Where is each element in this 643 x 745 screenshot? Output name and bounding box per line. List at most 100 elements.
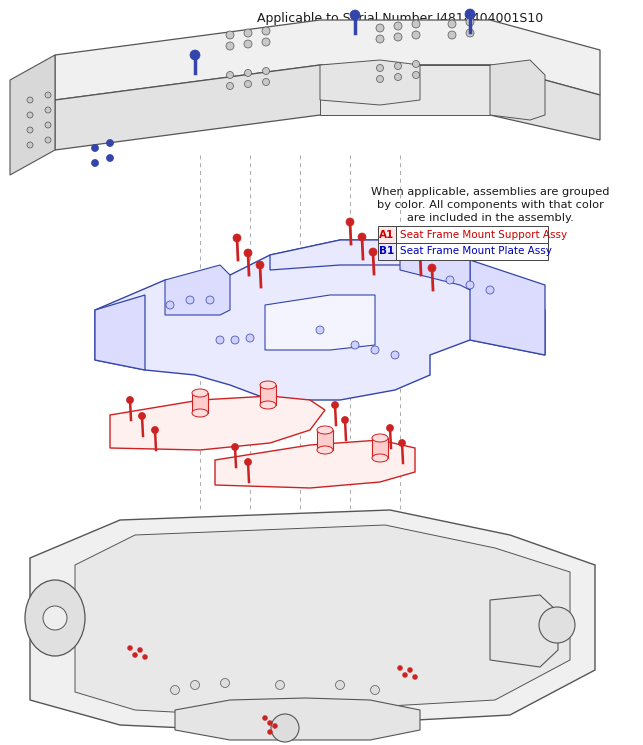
Circle shape [226, 42, 234, 50]
Circle shape [170, 685, 179, 694]
Circle shape [244, 29, 252, 37]
Circle shape [262, 27, 270, 35]
Circle shape [341, 416, 349, 423]
Circle shape [244, 80, 251, 87]
Circle shape [413, 72, 419, 78]
Circle shape [45, 107, 51, 113]
Circle shape [377, 65, 383, 72]
Circle shape [132, 653, 138, 658]
Circle shape [107, 139, 114, 147]
Circle shape [233, 234, 241, 242]
Circle shape [246, 334, 254, 342]
Circle shape [262, 715, 267, 720]
Circle shape [275, 680, 284, 690]
Circle shape [27, 127, 33, 133]
Text: Applicable to Serial Number J4818404001S10: Applicable to Serial Number J4818404001S… [257, 12, 543, 25]
Circle shape [351, 341, 359, 349]
Text: B1: B1 [379, 247, 395, 256]
Circle shape [91, 145, 98, 151]
Circle shape [138, 413, 145, 419]
Polygon shape [270, 240, 430, 275]
Circle shape [271, 714, 299, 742]
Ellipse shape [260, 401, 276, 409]
Circle shape [91, 159, 98, 166]
Circle shape [127, 645, 132, 650]
Circle shape [358, 233, 366, 241]
Circle shape [370, 685, 379, 694]
Circle shape [138, 647, 143, 653]
Circle shape [413, 674, 417, 679]
Circle shape [332, 402, 338, 408]
Circle shape [448, 31, 456, 39]
Polygon shape [317, 430, 333, 450]
Polygon shape [95, 295, 145, 370]
Circle shape [394, 22, 402, 30]
Circle shape [376, 24, 384, 32]
Circle shape [267, 729, 273, 735]
Ellipse shape [192, 389, 208, 397]
Polygon shape [175, 698, 420, 740]
Polygon shape [490, 595, 558, 667]
Circle shape [336, 680, 345, 690]
Circle shape [369, 248, 377, 256]
Polygon shape [320, 60, 420, 105]
Polygon shape [10, 55, 55, 175]
Circle shape [244, 458, 251, 466]
Polygon shape [75, 525, 570, 715]
Circle shape [226, 83, 233, 89]
Text: Seat Frame Mount Support Assy: Seat Frame Mount Support Assy [400, 229, 567, 239]
Polygon shape [320, 65, 490, 115]
Ellipse shape [372, 454, 388, 462]
Circle shape [143, 655, 147, 659]
Circle shape [45, 92, 51, 98]
Circle shape [371, 346, 379, 354]
Circle shape [395, 74, 401, 80]
Circle shape [408, 668, 413, 673]
Text: by color. All components with that color: by color. All components with that color [377, 200, 603, 210]
Circle shape [273, 723, 278, 729]
Circle shape [465, 9, 475, 19]
Polygon shape [490, 60, 545, 120]
Polygon shape [55, 20, 600, 100]
Circle shape [256, 261, 264, 269]
Circle shape [190, 680, 199, 690]
Circle shape [262, 78, 269, 86]
Circle shape [428, 264, 436, 272]
Circle shape [190, 50, 200, 60]
Circle shape [226, 31, 234, 39]
Circle shape [244, 40, 252, 48]
Polygon shape [192, 393, 208, 413]
Polygon shape [30, 510, 595, 730]
Circle shape [376, 35, 384, 43]
Circle shape [231, 336, 239, 344]
Circle shape [413, 60, 419, 68]
Bar [396, 243, 548, 260]
Circle shape [466, 281, 474, 289]
Circle shape [394, 33, 402, 41]
Circle shape [152, 426, 159, 434]
Ellipse shape [317, 426, 333, 434]
Ellipse shape [317, 446, 333, 454]
Circle shape [399, 440, 406, 446]
Circle shape [107, 154, 114, 162]
Polygon shape [260, 385, 276, 405]
Circle shape [466, 29, 474, 37]
Polygon shape [165, 265, 230, 315]
Circle shape [43, 606, 67, 630]
Circle shape [391, 351, 399, 359]
Circle shape [231, 443, 239, 451]
Circle shape [403, 673, 408, 677]
Circle shape [412, 31, 420, 39]
Text: Seat Frame Mount Plate Assy: Seat Frame Mount Plate Assy [400, 247, 552, 256]
Polygon shape [265, 295, 375, 350]
Circle shape [206, 296, 214, 304]
Bar [378, 243, 396, 260]
Circle shape [186, 296, 194, 304]
Circle shape [262, 38, 270, 46]
Circle shape [448, 20, 456, 28]
Circle shape [466, 18, 474, 26]
Polygon shape [55, 65, 600, 150]
Circle shape [226, 72, 233, 78]
Polygon shape [400, 240, 470, 290]
Polygon shape [110, 396, 325, 450]
